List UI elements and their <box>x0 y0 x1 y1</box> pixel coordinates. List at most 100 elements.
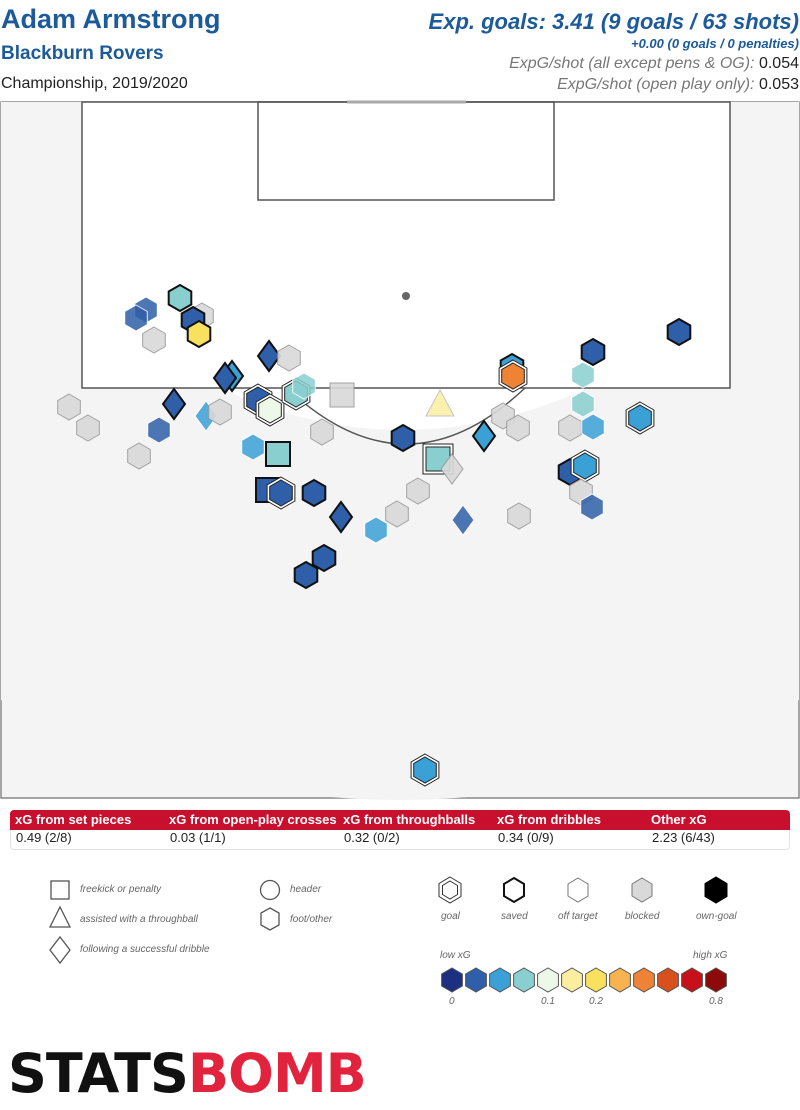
xg-total: Exp. goals: 3.41 (9 goals / 63 shots) <box>428 9 799 34</box>
xg-scale-swatch <box>657 967 679 993</box>
shot-marker <box>406 477 430 505</box>
xg-scale-swatch <box>705 967 727 993</box>
xg-scale-swatch <box>681 967 703 993</box>
shot-marker <box>571 390 595 418</box>
summary-value-set-pieces: 0.49 (2/8) <box>16 830 72 845</box>
xg-scale-swatch <box>441 967 463 993</box>
xg-scale-swatch <box>585 967 607 993</box>
xg-scale-swatch <box>513 967 535 993</box>
saved-hexagon-icon <box>503 876 525 904</box>
shot-marker <box>311 543 337 573</box>
shot-marker <box>265 441 291 467</box>
shots-layer <box>57 283 692 787</box>
xg-per-shot-open-label: ExpG/shot (open play only): <box>557 76 755 93</box>
shot-marker <box>507 502 531 530</box>
xg-scale-swatch <box>609 967 631 993</box>
legend-saved-label: saved <box>501 911 528 922</box>
shot-marker <box>292 372 316 400</box>
shot-marker <box>506 414 530 442</box>
xg-scale-swatch <box>633 967 655 993</box>
legend-tick-0-8: 0.8 <box>709 996 723 1007</box>
shot-marker <box>256 339 282 373</box>
legend-throughball-label: assisted with a throughball <box>80 914 198 925</box>
xg-scale-swatch <box>465 967 487 993</box>
shot-marker <box>440 453 464 485</box>
shot-marker <box>208 398 232 426</box>
shot-marker <box>124 304 148 332</box>
legend-outcome-icons <box>438 876 728 904</box>
shot-marker <box>580 337 606 367</box>
shot-marker <box>425 388 455 417</box>
legend-tick-0-2: 0.2 <box>589 996 603 1007</box>
xg-per-shot-open: ExpG/shot (open play only): 0.053 <box>557 76 799 94</box>
xg-per-shot-open-value: 0.053 <box>758 76 799 93</box>
shot-marker <box>76 414 100 442</box>
shot-marker <box>581 413 605 441</box>
xg-scale-swatch <box>561 967 583 993</box>
off-target-hexagon-icon <box>567 877 589 903</box>
summary-header-other: Other xG <box>651 812 707 827</box>
xg-penalties: +0.00 (0 goals / 0 penalties) <box>631 36 799 51</box>
xg-per-shot-all-label: ExpG/shot (all except pens & OG): <box>509 55 755 72</box>
summary-header-crosses: xG from open-play crosses <box>169 812 337 827</box>
legend-freekick-label: freekick or penalty <box>80 884 162 895</box>
summary-value-crosses: 0.03 (1/1) <box>170 830 226 845</box>
shot-marker <box>147 416 171 444</box>
legend-own-goal-label: own-goal <box>696 911 737 922</box>
shot-marker <box>161 387 187 421</box>
legend-type-icons <box>48 880 72 965</box>
legend-blocked-label: blocked <box>625 911 660 922</box>
legend-tick-0-1: 0.1 <box>541 996 555 1007</box>
shot-marker <box>167 283 193 313</box>
shot-marker <box>571 361 595 389</box>
shot-marker <box>410 753 440 787</box>
shot-marker <box>570 449 600 483</box>
team-name: Blackburn Rovers <box>1 43 164 64</box>
shot-marker <box>364 516 388 544</box>
shot-marker <box>385 500 409 528</box>
shot-marker <box>301 478 327 508</box>
goal-hexagon-icon <box>438 876 462 904</box>
xg-summary-table: xG from set pieces xG from open-play cro… <box>10 810 790 850</box>
competition-season: Championship, 2019/2020 <box>1 75 188 92</box>
shot-marker <box>57 393 81 421</box>
shot-marker <box>127 442 151 470</box>
xg-per-shot-all-value: 0.054 <box>758 55 799 72</box>
legend-dribble-label: following a successful dribble <box>80 944 210 955</box>
summary-value-throughballs: 0.32 (0/2) <box>344 830 400 845</box>
shot-marker <box>498 359 528 393</box>
xg-scale-swatch <box>537 967 559 993</box>
header-circle-icon <box>259 879 281 901</box>
xg-color-scale <box>441 967 727 993</box>
penalty-area <box>81 101 731 389</box>
shot-marker <box>328 500 354 534</box>
shot-marker <box>666 317 692 347</box>
shot-marker <box>580 493 604 521</box>
own-goal-hexagon-icon <box>704 876 728 904</box>
blocked-hexagon-icon <box>631 877 653 903</box>
legend-goal-label: goal <box>441 911 460 922</box>
player-name: Adam Armstrong <box>1 4 221 34</box>
shot-marker <box>422 443 454 475</box>
legend-header-label: header <box>290 884 322 895</box>
dribble-diamond-icon <box>49 935 71 965</box>
statsbomb-logo: STATSBOMB <box>8 1042 367 1105</box>
shot-marker <box>277 344 301 372</box>
summary-value-other: 2.23 (6/43) <box>652 830 715 845</box>
penalty-spot <box>402 292 410 300</box>
shot-marker <box>471 419 497 453</box>
shot-marker <box>142 326 166 354</box>
shot-marker <box>329 382 355 408</box>
shot-marker <box>310 418 334 446</box>
summary-header-dribbles: xG from dribbles <box>497 812 602 827</box>
xg-per-shot-all: ExpG/shot (all except pens & OG): 0.054 <box>509 55 799 73</box>
legend-low-xg-label: low xG <box>440 950 471 961</box>
logo-text-stats: STATS <box>8 1042 189 1105</box>
foot-hexagon-icon <box>260 907 280 931</box>
legend-tick-0: 0 <box>449 996 455 1007</box>
summary-header-throughballs: xG from throughballs <box>343 812 476 827</box>
shot-marker <box>293 560 319 590</box>
shot-marker <box>212 361 238 395</box>
legend-high-xg-label: high xG <box>693 950 728 961</box>
freekick-square-icon <box>50 880 70 900</box>
